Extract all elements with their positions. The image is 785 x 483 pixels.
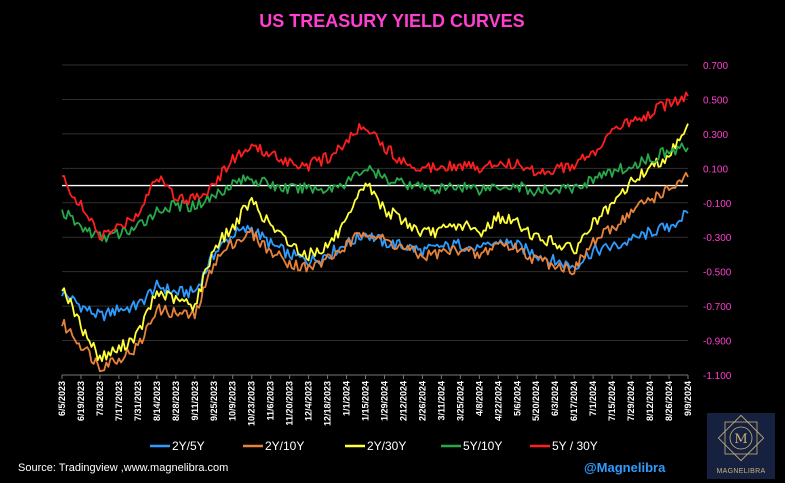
chart-title: US TREASURY YIELD CURVES (259, 11, 524, 31)
x-tick-label: 6/3/2024 (550, 381, 560, 416)
x-tick-label: 9/25/2023 (209, 381, 219, 421)
x-tick-label: 8/12/2024 (645, 381, 655, 421)
x-tick-label: 11/6/2023 (266, 381, 276, 421)
x-tick-label: 2/26/2024 (417, 381, 427, 421)
x-tick-label: 7/15/2024 (607, 381, 617, 421)
legend-label: 5Y/10Y (463, 439, 502, 453)
x-axis-ticks: 6/5/2023 6/19/2023 7/3/2023 7/17/2023 7/31/2… (57, 374, 693, 426)
logo-text: MAGNELIBRA (716, 468, 766, 475)
gridlines (62, 64, 688, 376)
y-tick-label: -0.700 (703, 302, 732, 313)
legend-label: 2Y/10Y (265, 439, 304, 453)
svg-text:M: M (734, 432, 747, 447)
legend: 2Y/5Y 2Y/10Y 2Y/30Y 5Y/10Y 5Y / 30Y (150, 439, 598, 453)
series-line-2y-10y (61, 171, 689, 373)
source-note: Source: Tradingview ,www.magnelibra.com (18, 462, 229, 474)
legend-label: 2Y/5Y (172, 439, 205, 453)
x-tick-label: 5/20/2024 (531, 381, 541, 421)
y-tick-label: -0.500 (703, 268, 732, 279)
series-line-5y-10y (61, 142, 689, 243)
y-tick-label: -0.100 (703, 199, 732, 210)
logo-emblem-icon: M (717, 414, 765, 462)
magnelibra-logo: M MAGNELIBRA (707, 413, 775, 479)
y-tick-label: 0.500 (703, 95, 728, 106)
y-tick-label: -1.100 (703, 371, 732, 382)
series-lines (61, 91, 689, 373)
x-tick-label: 6/19/2023 (76, 381, 86, 421)
series-line-5y-30y (61, 91, 689, 241)
x-tick-label: 4/8/2024 (474, 381, 484, 416)
y-tick-label: 0.100 (703, 164, 728, 175)
x-tick-label: 7/1/2024 (588, 381, 598, 416)
y-tick-label: -0.300 (703, 233, 732, 244)
x-tick-label: 7/29/2024 (626, 381, 636, 421)
x-tick-label: 9/9/2024 (683, 381, 693, 416)
y-tick-label: 0.300 (703, 130, 728, 141)
x-tick-label: 8/26/2024 (664, 381, 674, 421)
x-tick-label: 6/17/2024 (569, 381, 579, 421)
x-tick-label: 1/15/2024 (361, 381, 371, 421)
x-tick-label: 3/11/2024 (436, 381, 446, 421)
y-tick-label: -0.900 (703, 337, 732, 348)
x-tick-label: 8/28/2023 (171, 381, 181, 421)
x-tick-label: 8/14/2023 (152, 381, 162, 421)
legend-label: 2Y/30Y (367, 439, 406, 453)
series-line-2y-5y (61, 210, 689, 322)
x-tick-label: 4/22/2024 (493, 381, 503, 421)
x-tick-label: 1/29/2024 (379, 381, 389, 421)
twitter-handle[interactable]: @Magnelibra (584, 460, 666, 475)
x-tick-label: 11/20/2023 (285, 381, 295, 426)
x-tick-label: 2/12/2024 (398, 381, 408, 421)
x-tick-label: 5/6/2024 (512, 381, 522, 416)
x-tick-label: 7/3/2023 (95, 381, 105, 416)
y-tick-label: 0.700 (703, 61, 728, 72)
x-tick-label: 7/17/2023 (114, 381, 124, 421)
x-tick-label: 10/9/2023 (228, 381, 238, 421)
x-tick-label: 10/23/2023 (247, 381, 257, 426)
x-tick-label: 12/18/2023 (323, 381, 333, 426)
legend-label: 5Y / 30Y (552, 439, 598, 453)
series-line-2y-30y (61, 123, 689, 363)
y-axis-ticks: 0.700 0.500 0.300 0.100 -0.100 -0.300 -0.500 -0… (703, 61, 732, 382)
x-tick-label: 9/11/2023 (190, 381, 200, 421)
x-tick-label: 7/31/2023 (133, 381, 143, 421)
x-tick-label: 3/25/2024 (455, 381, 465, 421)
x-tick-label: 12/4/2023 (304, 381, 314, 421)
x-tick-label: 1/1/2024 (342, 381, 352, 416)
x-tick-label: 6/5/2023 (57, 381, 67, 416)
